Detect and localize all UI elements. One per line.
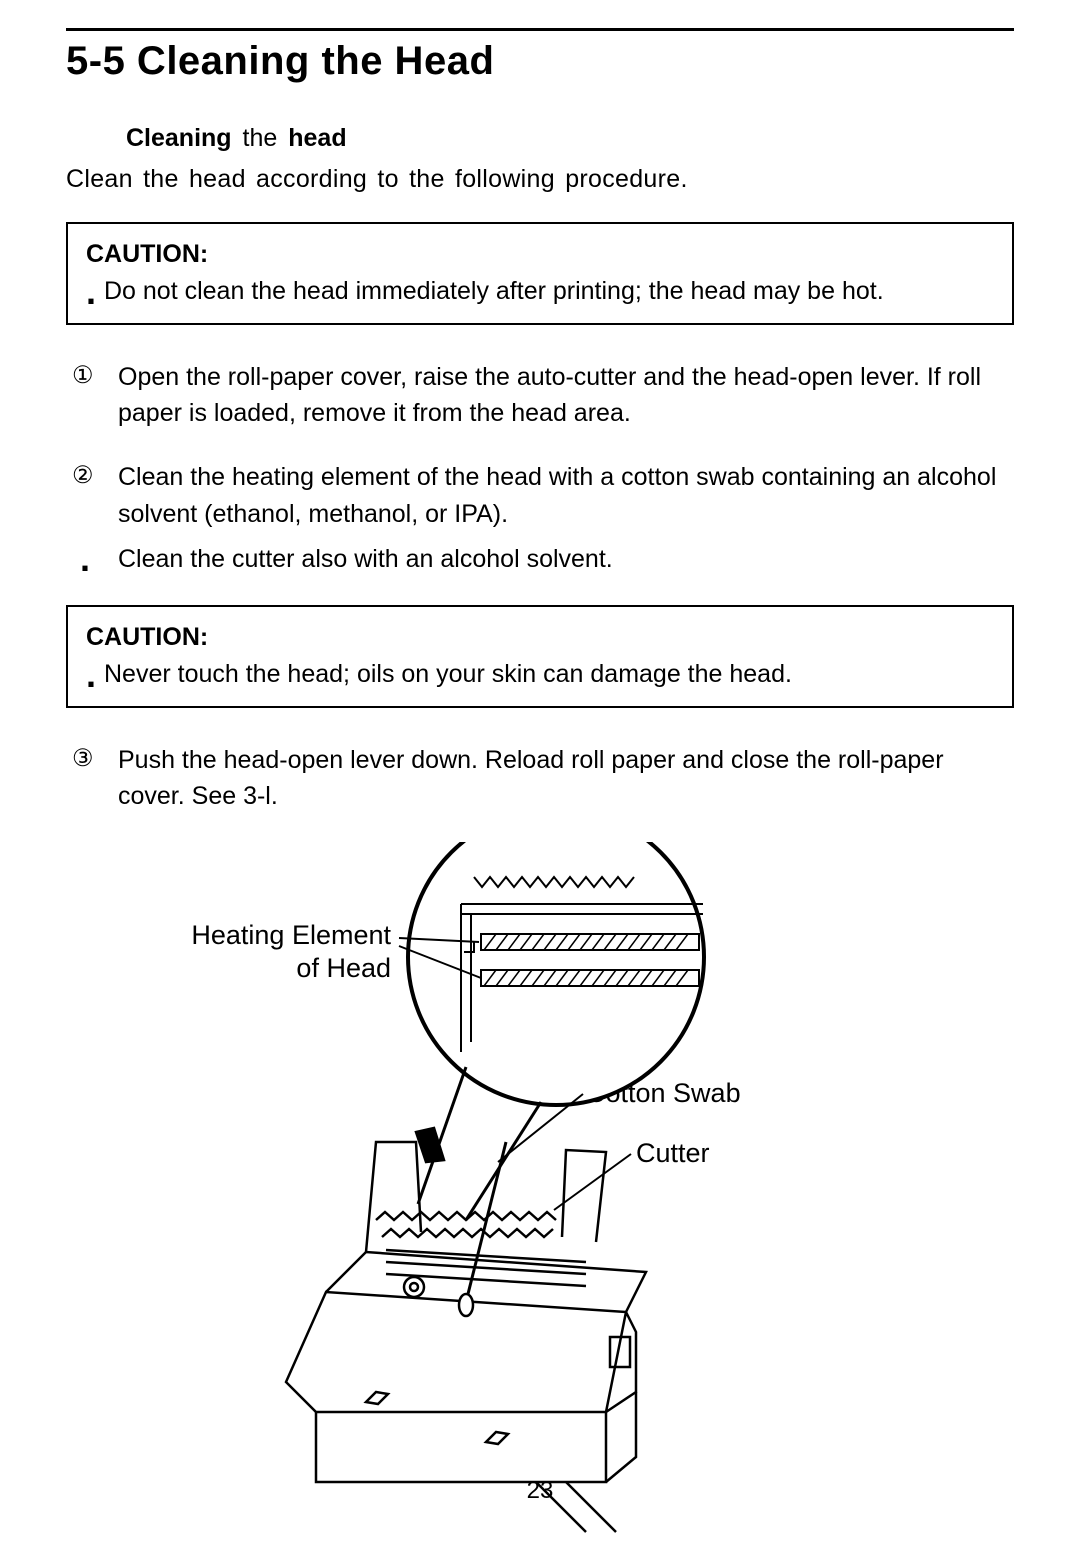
caution-box-1: CAUTION: . Do not clean the head immedia…: [66, 222, 1014, 325]
caution-item-1: . Do not clean the head immediately afte…: [86, 275, 994, 309]
caution-title-2: CAUTION:: [86, 623, 994, 652]
sub-heading-part1: Cleaning: [126, 124, 232, 152]
caution-item-2: . Never touch the head; oils on your ski…: [86, 658, 994, 692]
sub-heading: Cleaning the head: [126, 124, 1014, 153]
step-1-text: Open the roll-paper cover, raise the aut…: [118, 359, 1014, 432]
caution-box-2: CAUTION: . Never touch the head; oils on…: [66, 605, 1014, 708]
step-1: ① Open the roll-paper cover, raise the a…: [66, 359, 1014, 432]
sub-heading-part3: head: [288, 124, 346, 152]
figure-svg: [66, 842, 1014, 1542]
step-2b-text: Clean the cutter also with an alcohol so…: [118, 542, 613, 577]
step-3-text: Push the head-open lever down. Reload ro…: [118, 742, 1014, 815]
bullet-dot: .: [86, 283, 104, 317]
caution-text-1: Do not clean the head immediately after …: [104, 275, 884, 309]
page-number: 23: [0, 1477, 1080, 1505]
caution-text-2: Never touch the head; oils on your skin …: [104, 658, 792, 692]
sub-heading-part2: the: [232, 124, 289, 152]
section-title: 5-5 Cleaning the Head: [66, 39, 1014, 84]
intro-text: Clean the head according to the followin…: [66, 165, 1014, 194]
step-2-text: Clean the heating element of the head wi…: [118, 459, 1014, 532]
page: 5-5 Cleaning the Head Cleaning the head …: [0, 0, 1080, 1551]
bullet-dot: .: [72, 550, 118, 585]
step-2b: . Clean the cutter also with an alcohol …: [66, 542, 1014, 577]
step-3: ③ Push the head-open lever down. Reload …: [66, 742, 1014, 815]
step-2: ② Clean the heating element of the head …: [66, 459, 1014, 532]
caution-title-1: CAUTION:: [86, 240, 994, 269]
step-3-num: ③: [66, 742, 118, 815]
figure: Heating Element of Head Cotton Swab Cutt…: [66, 842, 1014, 1542]
top-rule: [66, 28, 1014, 31]
step-1-num: ①: [66, 359, 118, 432]
step-2-num: ②: [66, 459, 118, 532]
bullet-dot: .: [86, 666, 104, 700]
